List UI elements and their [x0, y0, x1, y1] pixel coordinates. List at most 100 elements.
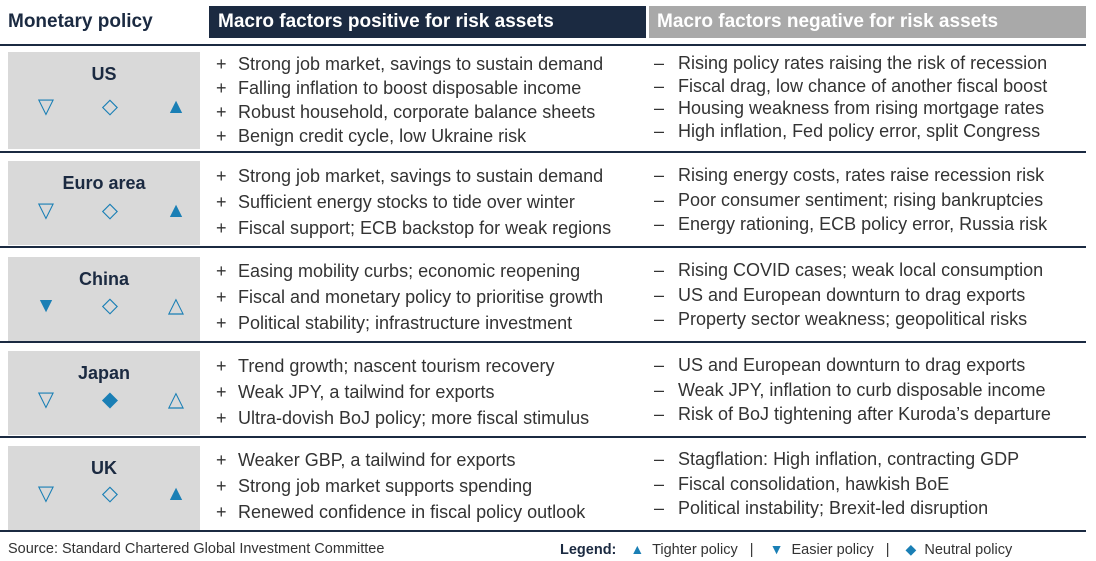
tighter-policy-icon: ▲ — [165, 199, 187, 222]
negative-factor-text: Rising energy costs, rates raise recessi… — [678, 165, 1045, 185]
positive-factor-text: Fiscal support; ECB backstop for weak re… — [238, 218, 612, 238]
neutral-policy-icon: ◇ — [101, 199, 119, 222]
positive-factor-item: + Weaker GBP, a tailwind for exports — [216, 448, 515, 472]
positive-factor-item: + Sufficient energy stocks to tide over w… — [216, 190, 575, 214]
neutral-policy-icon: ◇ — [101, 95, 119, 118]
negative-factor-text: Energy rationing, ECB policy error, Russ… — [678, 214, 1048, 234]
minus-prefix: – — [654, 189, 665, 210]
row-divider — [0, 530, 1086, 532]
negative-factor-text: Rising COVID cases; weak local consumpti… — [678, 260, 1044, 280]
plus-prefix: + — [216, 78, 227, 98]
country-name: Euro area — [62, 173, 146, 193]
positive-factor-item: + Strong job market, savings to sustain d… — [216, 164, 603, 188]
negative-factor-item: – Rising energy costs, rates raise recess… — [654, 163, 1044, 187]
negative-factor-text: Risk of BoJ tightening after Kuroda’s de… — [678, 404, 1051, 424]
positive-factor-text: Sufficient energy stocks to tide over wi… — [238, 192, 575, 212]
row-divider — [0, 341, 1086, 343]
easier-policy-icon: ▽ — [37, 199, 55, 222]
tighter-policy-icon: ▲ — [630, 541, 645, 557]
tighter-policy-icon: △ — [167, 388, 185, 411]
easier-policy-icon: ▼ — [35, 294, 57, 317]
minus-prefix: – — [654, 355, 665, 375]
legend-label-tighter: Tighter policy — [652, 542, 738, 558]
minus-prefix: – — [654, 214, 665, 234]
positive-factor-text: Robust household, corporate balance shee… — [238, 102, 596, 122]
negative-factor-item: – Property sector weakness; geopolitical … — [654, 307, 1027, 331]
positive-factor-item: + Fiscal and monetary policy to prioritis… — [216, 285, 603, 309]
legend-separator: | — [749, 542, 754, 558]
plus-prefix: + — [216, 102, 227, 122]
monetary-policy-header: Monetary policy — [8, 11, 153, 32]
positive-factor-item: + Fiscal support; ECB backstop for weak r… — [216, 216, 611, 240]
positive-factors-header: Macro factors positive for risk assets — [209, 6, 646, 38]
negative-factor-item: – US and European downturn to drag export… — [654, 283, 1025, 307]
source-note: Source: Standard Chartered Global Invest… — [8, 541, 385, 557]
positive-factor-text: Weaker GBP, a tailwind for exports — [238, 450, 516, 470]
minus-prefix: – — [654, 309, 665, 329]
minus-prefix: – — [654, 498, 665, 518]
minus-prefix: – — [654, 120, 665, 141]
country-name: Japan — [77, 363, 131, 383]
easier-policy-icon: ▽ — [37, 388, 55, 411]
country-cell: Japan ▽ ◆ △ — [8, 351, 200, 435]
positive-factor-item: + Trend growth; nascent tourism recovery — [216, 354, 554, 378]
negative-factor-item: – Political instability; Brexit-led disru… — [654, 496, 988, 520]
neutral-policy-icon: ◇ — [101, 294, 119, 317]
positive-factor-text: Falling inflation to boost disposable in… — [238, 78, 582, 98]
minus-prefix: – — [654, 449, 665, 469]
positive-factor-text: Ultra-dovish BoJ policy; more fiscal sti… — [238, 408, 590, 428]
positive-factor-text: Strong job market supports spending — [238, 476, 533, 496]
negative-factor-text: Weak JPY, inflation to curb disposable i… — [678, 379, 1046, 400]
minus-prefix: – — [654, 473, 665, 494]
negative-factor-text: Poor consumer sentiment; rising bankrupt… — [678, 189, 1044, 210]
tighter-policy-icon: ▲ — [165, 95, 187, 118]
positive-factor-item: + Renewed confidence in fiscal policy out… — [216, 500, 585, 524]
country-name: US — [91, 64, 117, 84]
negative-factor-item: – US and European downturn to drag export… — [654, 353, 1025, 377]
positive-factor-text: Weak JPY, a tailwind for exports — [238, 382, 495, 402]
positive-factor-text: Strong job market, savings to sustain de… — [238, 166, 604, 186]
negative-factor-item: – Fiscal consolidation, hawkish BoE — [654, 472, 949, 496]
negative-factor-item: – Weak JPY, inflation to curb disposable … — [654, 378, 1046, 402]
positive-factor-text: Easing mobility curbs; economic reopenin… — [238, 261, 581, 281]
easier-policy-icon: ▽ — [37, 95, 55, 118]
negative-factor-text: Stagflation: High inflation, contracting… — [678, 449, 1020, 469]
negative-factor-item: – Housing weakness from rising mortgage r… — [654, 96, 1044, 120]
positive-factor-text: Strong job market, savings to sustain de… — [238, 54, 604, 74]
plus-prefix: + — [216, 476, 227, 496]
minus-prefix: – — [654, 165, 665, 185]
negative-factor-item: – Fiscal drag, low chance of another fisc… — [654, 74, 1047, 98]
minus-prefix: – — [654, 379, 665, 400]
minus-prefix: – — [654, 260, 665, 280]
positive-factor-item: + Easing mobility curbs; economic reopeni… — [216, 259, 580, 283]
easier-policy-icon: ▼ — [769, 541, 784, 557]
negative-factor-item: – Rising policy rates raising the risk of… — [654, 51, 1047, 75]
plus-prefix: + — [216, 356, 227, 376]
plus-prefix: + — [216, 126, 227, 146]
positive-factor-text: Political stability; infrastructure inve… — [238, 313, 573, 333]
negative-factors-header: Macro factors negative for risk assets — [649, 6, 1086, 38]
country-cell: China ▼ ◇ △ — [8, 257, 200, 341]
plus-prefix: + — [216, 261, 227, 281]
negative-factor-item: – Stagflation: High inflation, contractin… — [654, 447, 1019, 471]
neutral-policy-icon: ◆ — [905, 541, 917, 557]
positive-factor-item: + Benign credit cycle, low Ukraine risk — [216, 124, 526, 148]
plus-prefix: + — [216, 54, 227, 74]
legend-title: Legend: — [560, 542, 617, 558]
plus-prefix: + — [216, 166, 227, 186]
plus-prefix: + — [216, 408, 227, 428]
negative-factor-text: Housing weakness from rising mortgage ra… — [678, 98, 1045, 118]
negative-factor-item: – Risk of BoJ tightening after Kuroda’s d… — [654, 402, 1051, 426]
country-cell: Euro area ▽ ◇ ▲ — [8, 161, 200, 245]
legend: Legend: ▲ Tighter policy | ▼ Easier poli… — [560, 541, 1012, 558]
plus-prefix: + — [216, 218, 227, 238]
country-cell: US ▽ ◇ ▲ — [8, 52, 200, 149]
legend-label-neutral: Neutral policy — [924, 542, 1013, 558]
positive-factor-item: + Weak JPY, a tailwind for exports — [216, 380, 494, 404]
country-name: China — [78, 269, 129, 289]
row-divider — [0, 44, 1086, 46]
positive-factor-text: Renewed confidence in fiscal policy outl… — [238, 502, 586, 522]
minus-prefix: – — [654, 98, 665, 118]
row-divider — [0, 246, 1086, 248]
positive-factor-item: + Strong job market supports spending — [216, 474, 532, 498]
